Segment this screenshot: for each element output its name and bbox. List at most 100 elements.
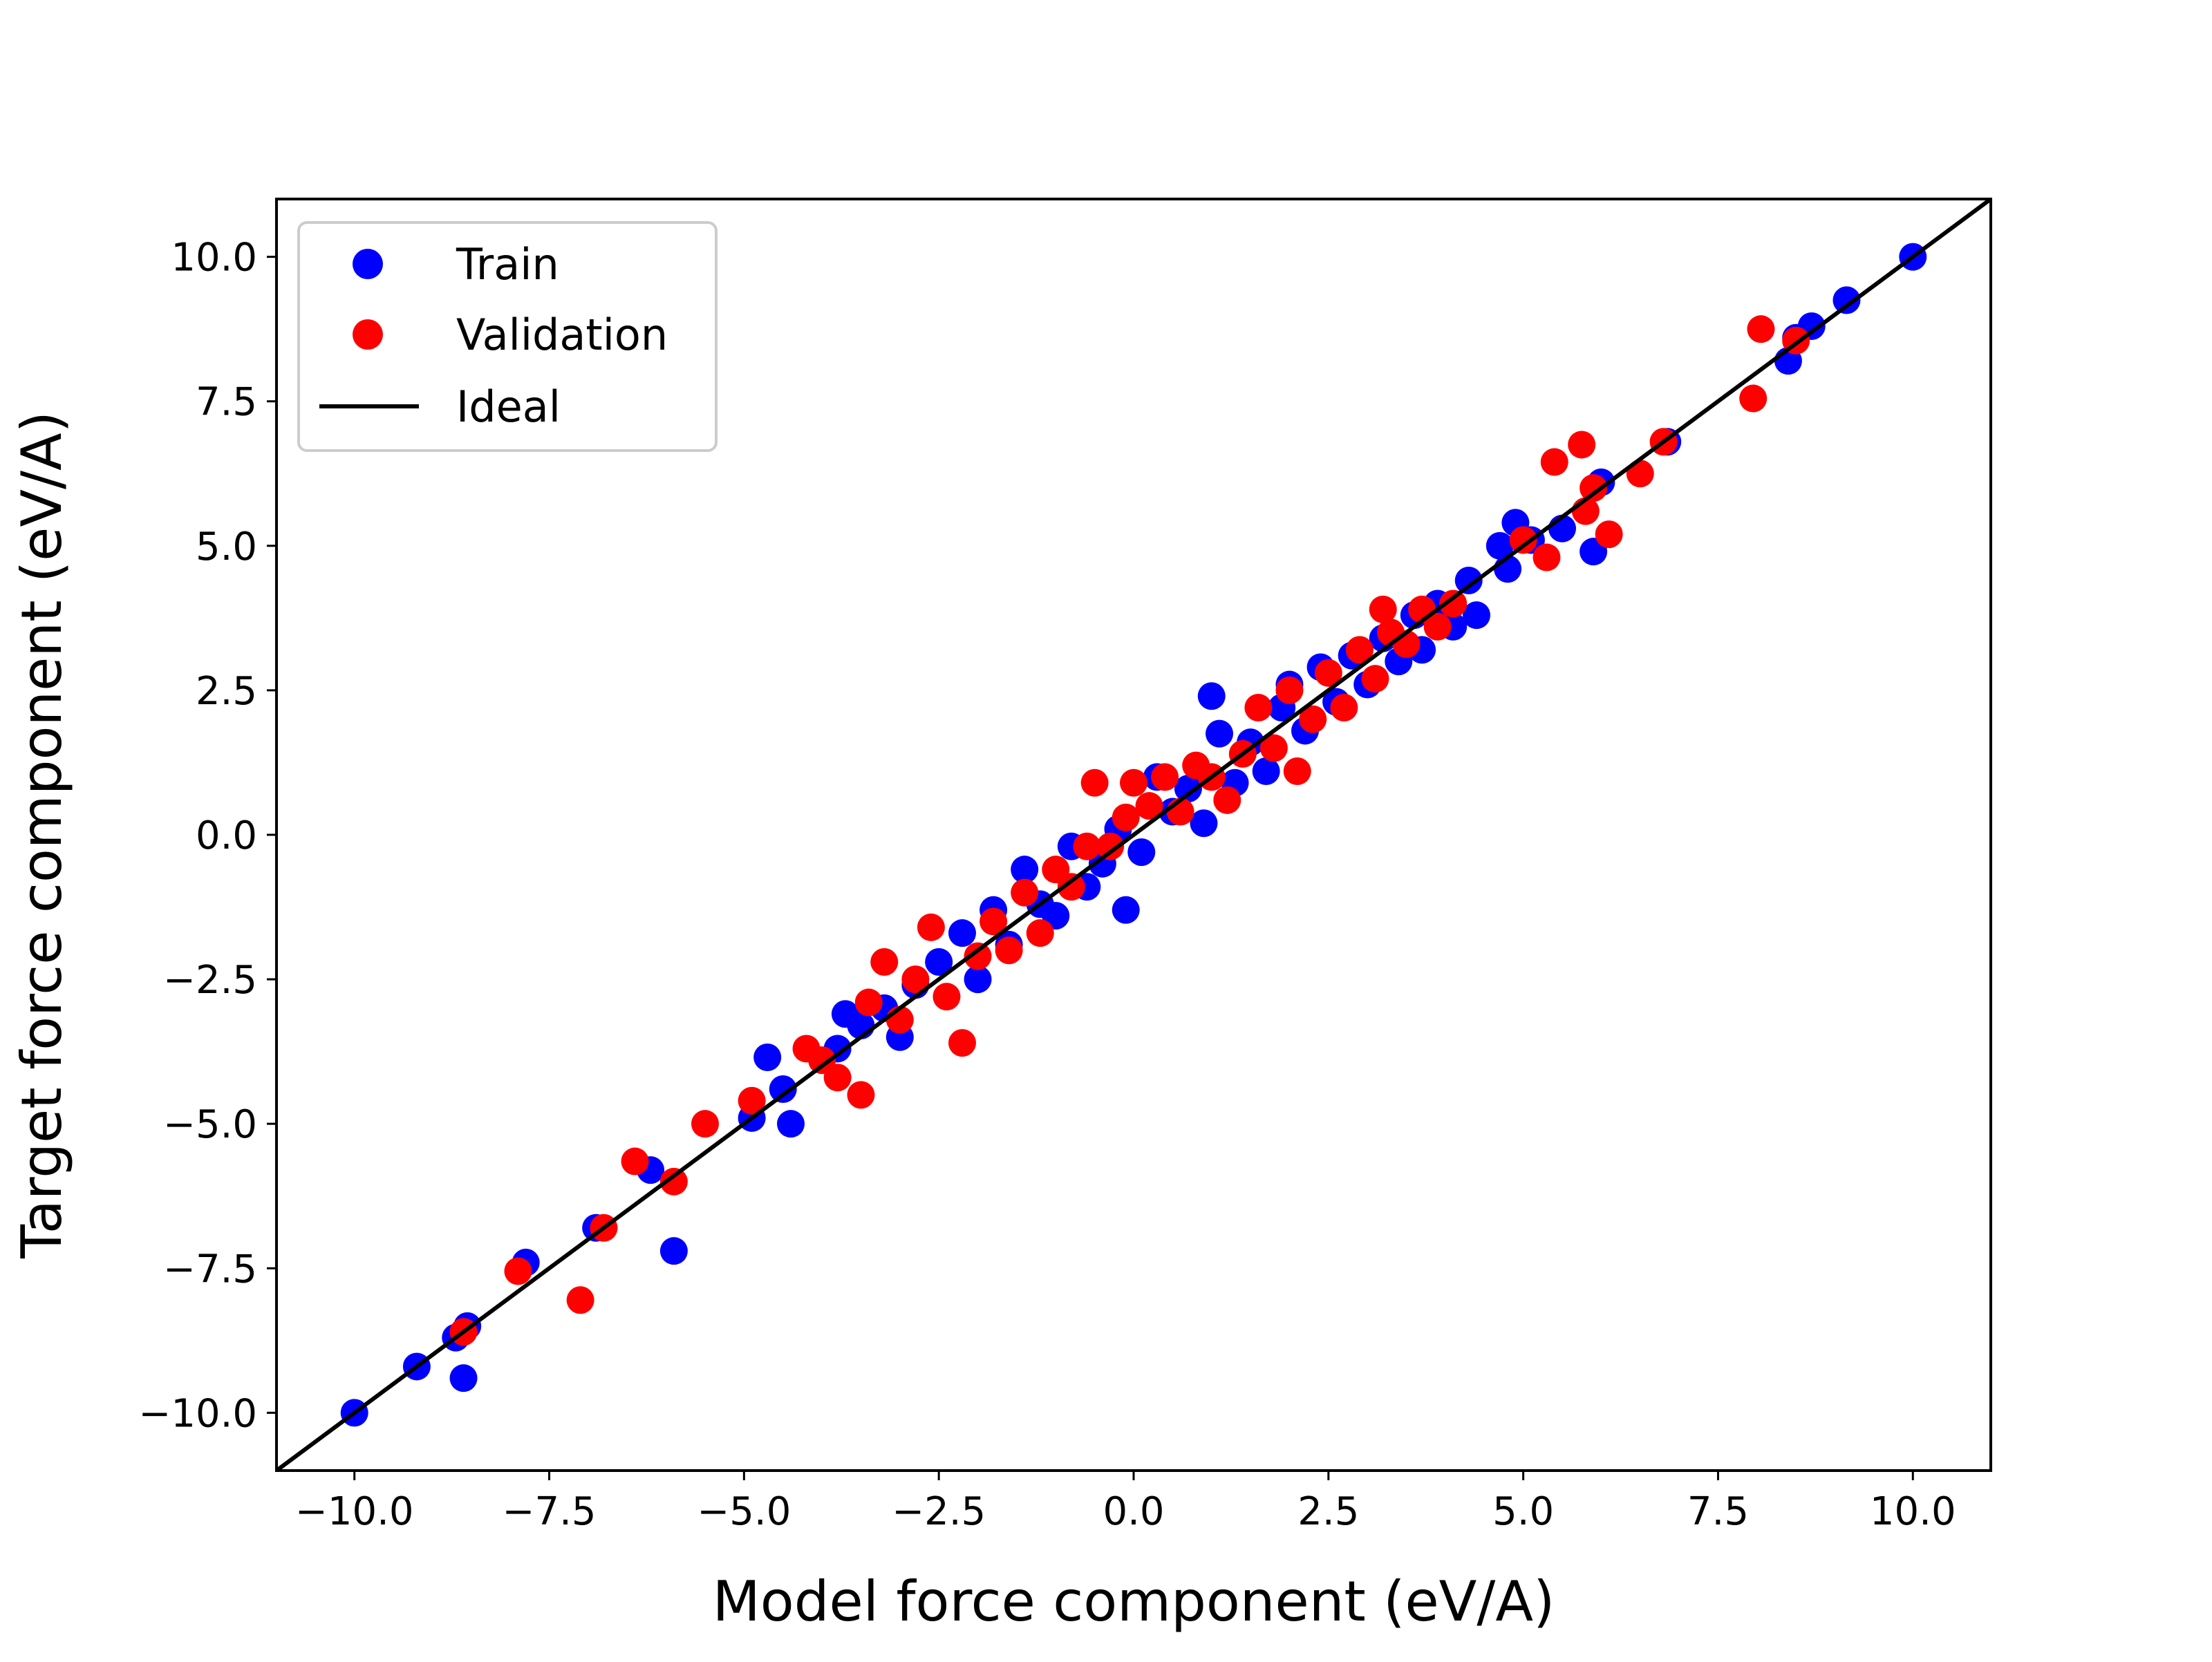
train-point <box>1112 896 1140 924</box>
train-point <box>1011 856 1039 884</box>
legend-ideal-label: Ideal <box>456 381 561 432</box>
validation-point <box>847 1081 875 1109</box>
train-point <box>1485 531 1514 560</box>
validation-point <box>964 942 992 970</box>
validation-point <box>504 1257 532 1285</box>
validation-point <box>823 1064 852 1092</box>
validation-point <box>1314 659 1342 687</box>
validation-point <box>1135 792 1163 820</box>
validation-point <box>1345 636 1374 664</box>
legend-train-marker <box>353 249 383 279</box>
validation-point <box>1580 474 1608 502</box>
y-tick-label: 2.5 <box>196 669 257 714</box>
validation-point <box>1283 757 1311 785</box>
validation-point <box>1540 448 1568 476</box>
validation-point <box>1151 763 1179 791</box>
train-point <box>1252 757 1280 785</box>
x-tick-label: −2.5 <box>892 1489 986 1534</box>
validation-point <box>621 1147 649 1175</box>
legend-validation-label: Validation <box>456 310 668 360</box>
validation-point <box>1275 676 1304 704</box>
train-point <box>925 948 953 976</box>
train-point <box>1463 601 1490 630</box>
validation-point <box>1259 734 1288 762</box>
train-point <box>753 1044 782 1071</box>
y-axis-label: Target force component (eV/A) <box>10 411 74 1259</box>
validation-point <box>1533 543 1561 572</box>
x-tick-label: −5.0 <box>697 1489 791 1534</box>
train-point <box>1174 775 1202 803</box>
y-tick-label: 7.5 <box>196 380 257 425</box>
x-axis-ticks: −10.0 −7.5 −5.0 −2.5 0.0 2.5 5.0 7.5 10.0 <box>295 1471 1956 1534</box>
x-tick-label: −7.5 <box>503 1489 597 1534</box>
validation-point <box>917 913 945 941</box>
y-tick-label: −10.0 <box>138 1391 257 1436</box>
validation-point <box>980 907 1008 936</box>
validation-point <box>1026 919 1054 947</box>
y-axis-ticks: −10.0 −7.5 −5.0 −2.5 0.0 2.5 5.0 7.5 10.0 <box>138 236 276 1436</box>
y-tick-label: −2.5 <box>163 958 257 1003</box>
validation-point <box>1739 384 1768 413</box>
validation-point <box>995 936 1023 965</box>
train-point <box>449 1364 478 1392</box>
validation-point <box>738 1086 766 1115</box>
validation-point <box>1011 878 1039 907</box>
validation-point <box>1509 526 1537 554</box>
validation-point <box>1073 832 1101 860</box>
validation-point <box>659 1167 688 1196</box>
x-tick-label: 0.0 <box>1103 1489 1164 1534</box>
train-point <box>777 1110 805 1138</box>
x-tick-label: −10.0 <box>295 1489 414 1534</box>
validation-point <box>1213 786 1241 814</box>
validation-point <box>932 983 961 1011</box>
x-tick-label: 5.0 <box>1492 1489 1554 1534</box>
y-tick-label: 10.0 <box>171 236 257 281</box>
train-point <box>769 1075 797 1103</box>
train-point <box>1197 682 1226 710</box>
train-point <box>1206 719 1233 748</box>
validation-point <box>1120 768 1147 797</box>
validation-point <box>1369 595 1397 623</box>
legend: Train Validation Ideal <box>297 221 718 452</box>
ideal-line <box>276 199 1991 1471</box>
y-tick-label: −5.0 <box>163 1102 257 1147</box>
y-tick-label: 0.0 <box>196 813 257 858</box>
validation-point <box>691 1110 719 1138</box>
validation-point <box>1361 665 1389 693</box>
x-tick-label: 2.5 <box>1297 1489 1359 1534</box>
legend-box <box>297 221 718 452</box>
validation-point <box>854 988 883 1017</box>
x-tick-label: 7.5 <box>1687 1489 1749 1534</box>
x-axis-label: Model force component (eV/A) <box>713 1569 1555 1634</box>
train-point <box>1190 809 1218 838</box>
train-point <box>964 965 992 994</box>
legend-train-label: Train <box>456 239 559 290</box>
validation-point <box>1568 431 1596 459</box>
validation-point <box>870 948 899 976</box>
y-tick-label: 5.0 <box>196 525 257 569</box>
validation-point <box>1299 705 1327 733</box>
validation-point <box>1096 832 1125 860</box>
validation-point <box>566 1286 594 1314</box>
validation-point <box>1439 589 1468 618</box>
validation-point <box>1112 803 1140 831</box>
train-point <box>659 1237 688 1265</box>
legend-validation-marker <box>353 319 383 350</box>
validation-point <box>1747 315 1775 343</box>
y-tick-label: −7.5 <box>163 1247 257 1292</box>
train-point <box>1454 567 1483 594</box>
validation-point <box>901 965 930 994</box>
train-point <box>1833 286 1861 314</box>
validation-point <box>1330 694 1358 721</box>
validation-point <box>1423 612 1452 641</box>
validation-point <box>1595 520 1623 549</box>
train-point <box>948 919 976 947</box>
validation-point <box>948 1029 976 1057</box>
validation-point <box>1244 694 1273 721</box>
validation-point <box>1080 768 1109 797</box>
train-point <box>1127 838 1156 867</box>
validation-point <box>1057 873 1085 901</box>
x-tick-label: 10.0 <box>1870 1489 1956 1534</box>
